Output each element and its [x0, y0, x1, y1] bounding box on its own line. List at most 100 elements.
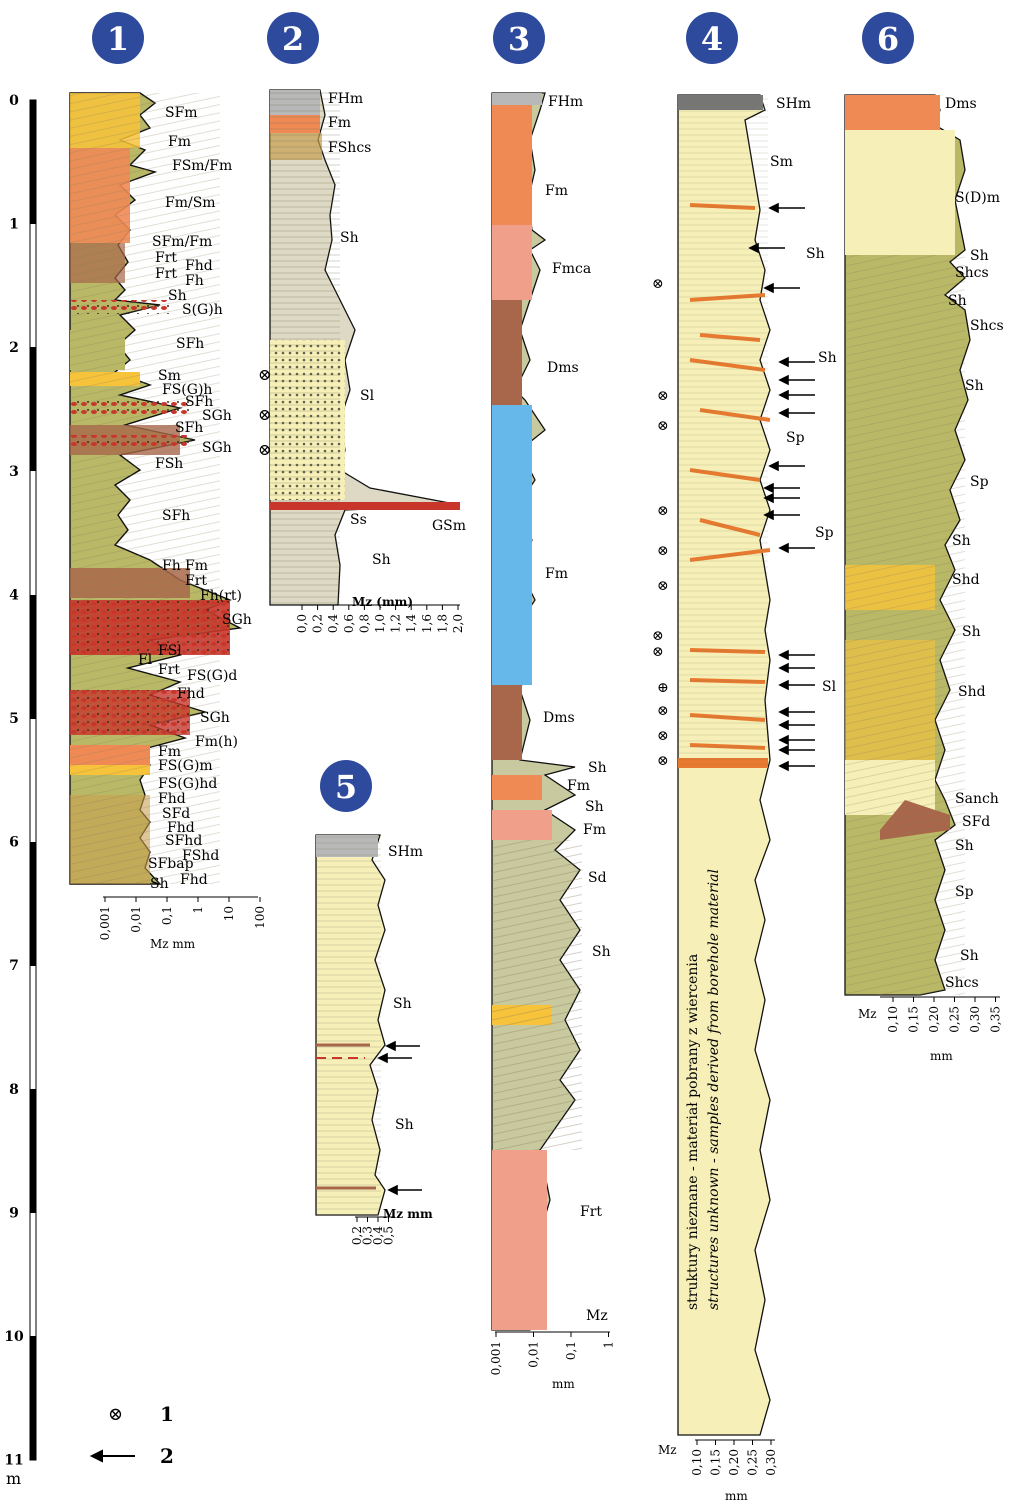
facies-label: SFd: [162, 806, 190, 822]
axis-tick-label: 0,30: [764, 1449, 778, 1476]
azimuth-markers: ⊗ ⊗ ⊗ ⊗ ⊗ ⊗ ⊗ ⊗ ⊕ ⊗ ⊗ ⊗: [652, 276, 669, 769]
facies-label: Fm: [583, 822, 606, 838]
depth-tick-label: 0: [9, 93, 19, 109]
arrow-markers: [748, 202, 815, 772]
column-4: 4 SHm Sm Sh Sh Sp Sp Sl: [652, 12, 837, 1503]
svg-text:⊗: ⊗: [657, 418, 669, 434]
axis-tick-label: 0,6: [342, 614, 356, 633]
facies-label: Fh(rt): [200, 588, 242, 604]
facies-label: FSl: [158, 643, 182, 659]
facies-label: Fm: [158, 744, 181, 760]
axis-label: Mz mm: [383, 1207, 433, 1221]
axis-tick-label: 0,15: [907, 1006, 921, 1033]
svg-text:⊗: ⊗: [258, 440, 271, 459]
axis-tick-label: 0,5: [382, 1226, 396, 1245]
facies-label: Fl: [138, 652, 153, 668]
facies-label: Frt: [580, 1204, 602, 1220]
axis-tick-label: 0,8: [357, 614, 371, 633]
facies-label: S(G)h: [182, 302, 223, 318]
facies-label: Sh: [806, 246, 825, 262]
svg-text:⊗: ⊗: [652, 628, 664, 644]
depth-tick-label: 3: [9, 464, 19, 480]
facies-label: Sl: [822, 679, 837, 695]
svg-text:⊗: ⊗: [657, 503, 669, 519]
facies-label: FShd: [182, 848, 219, 864]
depth-tick-label: 1: [9, 217, 19, 233]
axis-tick-label: 0,01: [129, 906, 143, 933]
depth-tick-label: 5: [9, 711, 19, 727]
depth-tick-label: 10: [4, 1329, 24, 1345]
axis-tick-label: 1,6: [420, 614, 434, 633]
facies-label: Fm(h): [195, 734, 238, 750]
lithology-log: [844, 94, 971, 996]
depth-tick-label: 9: [9, 1205, 19, 1221]
facies-label: Fh: [185, 273, 204, 289]
axis-tick-label: 0,10: [886, 1006, 900, 1033]
axis-tick-label: 0,30: [968, 1006, 982, 1033]
facies-label: Sh: [965, 378, 984, 394]
axis-tick-label: 2,0: [451, 614, 465, 633]
column-6: 6 DmsS(D)mShShcsShShcsShSpShShdShShdSanc…: [844, 12, 1004, 1063]
note-en: structures unknown - samples derived fro…: [706, 869, 722, 1310]
facies-label: Fhd: [167, 820, 195, 836]
facies-label: Fm: [567, 778, 590, 794]
column-badge: [493, 12, 545, 64]
column-3: 3 FHm Fm Fmca Dms Fm Dms Sh Fm Sh Fm Sd Sh Frt Mz 0,0…: [489, 12, 616, 1391]
axis-tick-label: 0,1: [160, 906, 174, 925]
facies-label: Fm: [185, 558, 208, 574]
axis-label: mm: [552, 1377, 575, 1391]
axis-tick-label: 0,001: [98, 906, 112, 940]
svg-text:⊗: ⊗: [652, 276, 664, 292]
axis-tick-label: 1,4: [404, 614, 418, 633]
depth-tick-label: 11: [4, 1453, 23, 1469]
axis-tick-label: 0,10: [690, 1449, 704, 1476]
facies-label: S(D)m: [955, 190, 1000, 206]
facies-label: Sp: [815, 525, 834, 541]
svg-text:⊗: ⊗: [657, 388, 669, 404]
facies-label: Mz: [586, 1308, 608, 1324]
facies-label: Fm/Sm: [165, 195, 216, 211]
axis-tick-label: 1: [602, 1341, 616, 1349]
svg-text:⊗: ⊗: [657, 543, 669, 559]
facies-label: SHm: [776, 96, 811, 112]
column-number: 6: [877, 20, 899, 58]
depth-tick-label: 2: [9, 340, 19, 356]
axis-tick-label: 0,3: [361, 1226, 375, 1245]
lithology-log: [69, 92, 243, 885]
facies-label: SGh: [202, 440, 232, 456]
depth-tick-label: 6: [9, 835, 19, 851]
axis-tick-label: 0,2: [350, 1226, 364, 1245]
facies-label: FSh: [155, 456, 183, 472]
legend-number: 2: [160, 1444, 174, 1468]
column-badge: [320, 760, 372, 812]
facies-label: SFbap: [148, 856, 194, 872]
facies-label: Shd: [958, 684, 986, 700]
facies-label: Sm: [770, 154, 793, 170]
facies-label: Sl: [360, 388, 375, 404]
facies-label: SGh: [202, 408, 232, 424]
column-badge: [92, 12, 144, 64]
facies-label: Shcs: [955, 265, 989, 281]
column-5: 5 SHm Sh Sh 0,20,30,40,5 Mz mm: [315, 760, 433, 1245]
facies-label: Dms: [547, 360, 579, 376]
depth-unit: m: [6, 1469, 21, 1488]
facies-label: SFh: [175, 420, 203, 436]
facies-label: Sh: [585, 799, 604, 815]
facies-label: SFh: [162, 508, 190, 524]
svg-text:⊗: ⊗: [657, 703, 669, 719]
depth-tick-label: 8: [9, 1082, 19, 1098]
facies-label: Sanch: [955, 791, 999, 807]
facies-label: Frt: [155, 250, 177, 266]
facies-label: Sh: [150, 876, 169, 892]
facies-label: Sh: [395, 1117, 414, 1133]
facies-label: FS(G)d: [187, 668, 237, 684]
facies-label: Shd: [952, 572, 980, 588]
axis-tick-label: 0,35: [989, 1006, 1003, 1033]
axis-tick-label: 0,20: [927, 1006, 941, 1033]
facies-label: Dms: [543, 710, 575, 726]
facies-label: Sh: [970, 248, 989, 264]
facies-label: SFd: [962, 814, 990, 830]
axis-tick-label: 10: [222, 906, 236, 921]
axis-tick-label: 1: [191, 906, 205, 914]
legend-number: 1: [160, 1402, 174, 1426]
